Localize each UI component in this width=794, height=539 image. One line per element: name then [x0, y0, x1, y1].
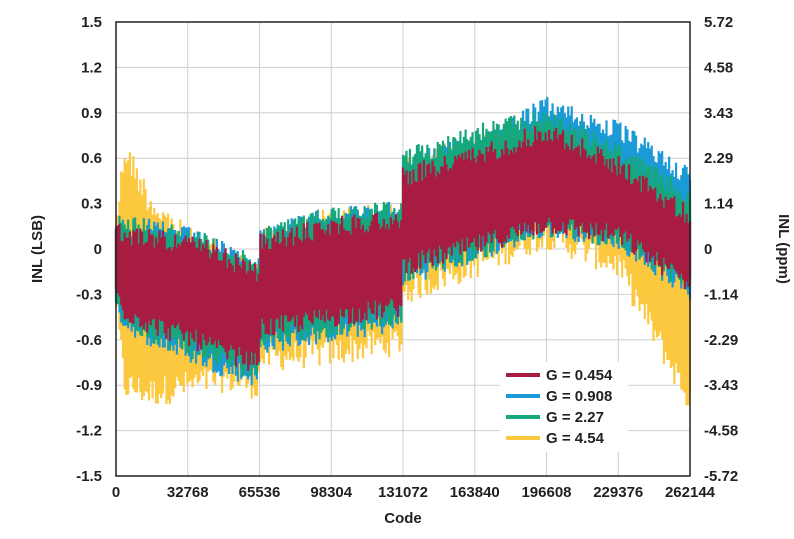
- legend-label: G = 0.454: [546, 367, 613, 384]
- y2-tick-label: 2.29: [704, 150, 733, 167]
- x-tick-label: 0: [112, 484, 120, 501]
- y2-tick-label: -2.29: [704, 332, 738, 349]
- y2-tick-label: 1.14: [704, 196, 734, 213]
- legend: G = 0.454 G = 0.908 G = 2.27 G = 4.54: [500, 362, 628, 452]
- y2-tick-label: 4.58: [704, 59, 733, 76]
- series-layer: [114, 96, 692, 406]
- y2-axis-label: INL (ppm): [775, 214, 792, 284]
- y2-tick-label: -3.43: [704, 377, 738, 394]
- y2-tick-label: -5.72: [704, 468, 738, 485]
- x-axis: 0 32768 65536 98304 131072 163840 196608 229376…: [112, 484, 716, 501]
- y2-tick-label: 5.72: [704, 14, 733, 31]
- y-tick-label: 0.9: [81, 105, 102, 122]
- y2-tick-label: 0: [704, 241, 712, 258]
- series-g-0-454: [114, 126, 692, 371]
- legend-label: G = 2.27: [546, 409, 604, 426]
- x-tick-label: 98304: [310, 484, 352, 501]
- y2-tick-label: -1.14: [704, 286, 739, 303]
- y-tick-label: -1.5: [76, 468, 102, 485]
- y-axis-left: 1.5 1.2 0.9 0.6 0.3 0 -0.3 -0.6 -0.9 -1.2 -1.5: [76, 14, 102, 485]
- y-axis-label: INL (LSB): [29, 215, 46, 283]
- y2-tick-label: 3.43: [704, 105, 733, 122]
- x-axis-label: Code: [384, 510, 422, 527]
- x-tick-label: 229376: [593, 484, 643, 501]
- y-tick-label: -0.9: [76, 377, 102, 394]
- legend-label: G = 4.54: [546, 430, 605, 447]
- y-tick-label: -1.2: [76, 423, 102, 440]
- y-tick-label: 0: [94, 241, 102, 258]
- x-tick-label: 131072: [378, 484, 428, 501]
- y-tick-label: 1.5: [81, 14, 102, 31]
- x-tick-label: 163840: [450, 484, 500, 501]
- legend-label: G = 0.908: [546, 388, 612, 405]
- y-tick-label: -0.6: [76, 332, 102, 349]
- y-tick-label: 0.6: [81, 150, 102, 167]
- y-tick-label: -0.3: [76, 286, 102, 303]
- plot-frame: [115, 21, 691, 477]
- y-axis-right: 5.72 4.58 3.43 2.29 1.14 0 -1.14 -2.29 -3.43 -4.5…: [704, 14, 739, 485]
- x-tick-label: 32768: [167, 484, 209, 501]
- x-tick-label: 262144: [665, 484, 716, 501]
- x-tick-label: 196608: [521, 484, 571, 501]
- y-tick-label: 1.2: [81, 59, 102, 76]
- y2-tick-label: -4.58: [704, 423, 738, 440]
- x-tick-label: 65536: [239, 484, 281, 501]
- y-tick-label: 0.3: [81, 196, 102, 213]
